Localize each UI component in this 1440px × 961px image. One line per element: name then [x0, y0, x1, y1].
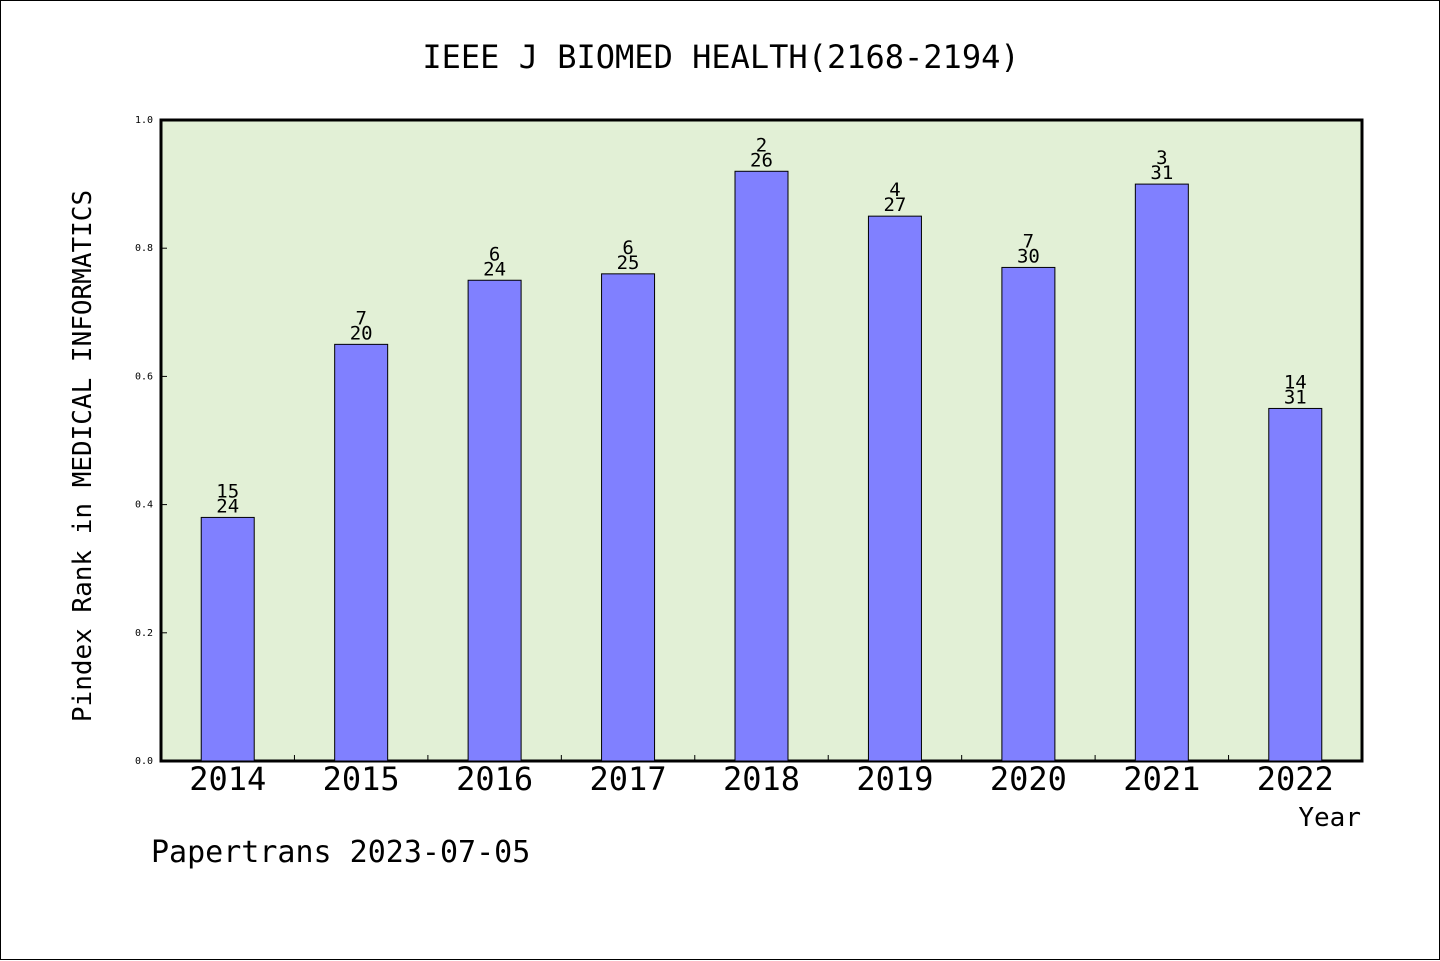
rank-label-2018: 2: [756, 134, 767, 156]
total-label-2022: 31: [1284, 386, 1307, 408]
bar-2015: [334, 343, 389, 762]
y-tick-label-0: 0.0: [135, 756, 153, 767]
total-label-2016: 24: [483, 258, 506, 280]
y-tick-label-1: 0.2: [135, 628, 153, 639]
x-tick-label-2019: 2019: [856, 760, 933, 798]
rank-label-2022: 14: [1284, 371, 1307, 393]
x-axis: 2014 2015 2016 2017 2018 2019 2020 2021 2022: [189, 755, 1334, 798]
y-tick-label-5: 1.0: [135, 115, 153, 126]
x-tick-label-2014: 2014: [189, 760, 266, 798]
bar-2014: [200, 516, 255, 762]
total-label-2021: 31: [1150, 162, 1173, 184]
bar-2021: [1134, 183, 1189, 762]
rank-label-2017: 6: [622, 237, 633, 259]
x-tick-label-2022: 2022: [1257, 760, 1334, 798]
bar-2017: [601, 273, 656, 762]
rank-label-2020: 7: [1023, 230, 1034, 252]
rank-label-2021: 3: [1156, 147, 1167, 169]
x-tick-label-2017: 2017: [590, 760, 667, 798]
rank-label-2019: 4: [889, 179, 900, 201]
bars-layer: [200, 170, 1323, 762]
bar-2019: [867, 215, 922, 762]
total-label-2014: 24: [216, 495, 239, 517]
rank-label-2016: 6: [489, 243, 500, 265]
y-axis-label: Pindex Rank in MEDICAL INFORMATICS: [68, 190, 98, 722]
x-tick-label-2020: 2020: [990, 760, 1067, 798]
footer-note: Papertrans 2023-07-05: [151, 835, 531, 870]
x-tick-label-2018: 2018: [723, 760, 800, 798]
bar-2022: [1268, 407, 1323, 762]
y-tick-label-3: 0.6: [135, 371, 153, 382]
bar-2020: [1001, 266, 1056, 762]
y-tick-label-4: 0.8: [135, 243, 153, 254]
x-tick-label-2016: 2016: [456, 760, 533, 798]
y-axis: 0.0 0.2 0.4 0.6 0.8 1.0: [135, 115, 167, 767]
total-label-2019: 27: [883, 194, 906, 216]
x-tick-label-2021: 2021: [1123, 760, 1200, 798]
bar-2016: [467, 279, 522, 762]
total-label-2018: 26: [750, 149, 773, 171]
rank-label-2015: 7: [355, 307, 366, 329]
total-label-2015: 20: [350, 322, 373, 344]
rank-label-2014: 15: [216, 480, 239, 502]
chart-title: IEEE J BIOMED HEALTH(2168-2194): [422, 38, 1019, 76]
y-tick-label-2: 0.4: [135, 500, 153, 511]
total-label-2017: 25: [617, 252, 640, 274]
total-label-2020: 30: [1017, 245, 1040, 267]
x-axis-label: Year: [1298, 803, 1361, 833]
bar-2018: [734, 170, 789, 762]
x-tick-label-2015: 2015: [323, 760, 400, 798]
